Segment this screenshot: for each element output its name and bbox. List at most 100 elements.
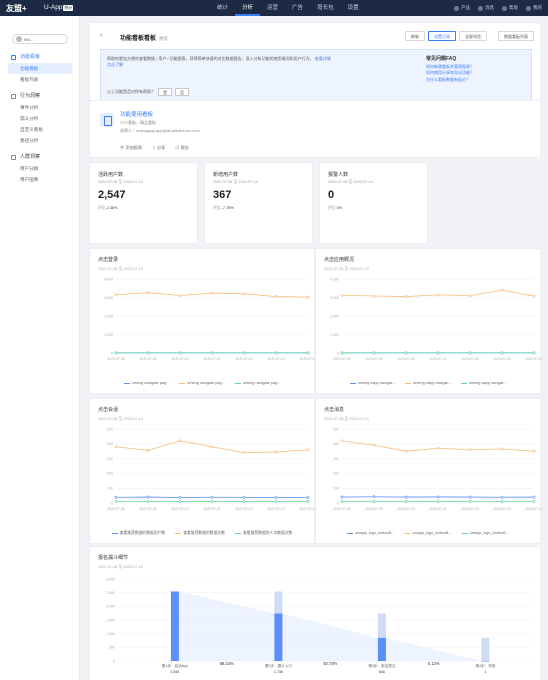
data-point[interactable] [340, 293, 344, 297]
data-point[interactable] [500, 495, 504, 499]
data-point[interactable] [146, 291, 150, 295]
data-point[interactable] [436, 500, 440, 503]
data-point[interactable] [306, 351, 310, 355]
nav-item[interactable]: 运营 [267, 5, 279, 11]
data-point[interactable] [274, 351, 278, 355]
product-name[interactable]: U-App 统计 [44, 4, 74, 11]
legend-item[interactable]: umeng navigate pag... [179, 381, 225, 385]
data-point[interactable] [372, 495, 376, 499]
nav-item[interactable]: 广告 [292, 5, 304, 11]
nav-item[interactable]: 统计 [217, 5, 229, 11]
data-point[interactable] [146, 351, 150, 355]
data-point[interactable] [404, 500, 408, 503]
data-point[interactable] [500, 351, 504, 355]
data-point[interactable] [436, 293, 440, 297]
data-point[interactable] [306, 295, 310, 299]
data-point[interactable] [436, 495, 440, 499]
data-point[interactable] [178, 351, 182, 355]
data-point[interactable] [340, 500, 344, 503]
data-point[interactable] [210, 500, 214, 503]
data-point[interactable] [532, 351, 536, 355]
top-right-item[interactable]: 产品 [454, 5, 470, 11]
sidebar-group-title[interactable]: 人群洞察 [0, 152, 80, 163]
data-point[interactable] [372, 443, 376, 447]
data-point[interactable] [436, 446, 440, 450]
sidebar-item[interactable]: 功能看板 [8, 63, 72, 74]
sidebar-item[interactable]: 漏斗分析 [20, 116, 39, 121]
logo[interactable]: 友盟+ [6, 4, 27, 13]
legend-item[interactable]: 查看推荐数据的数据次数 [175, 531, 225, 536]
top-right-item[interactable]: 消息 [478, 5, 494, 11]
data-point[interactable] [532, 449, 536, 453]
nav-item[interactable]: 分析 [235, 0, 261, 16]
data-point[interactable] [340, 495, 344, 499]
data-point[interactable] [114, 351, 118, 355]
data-point[interactable] [242, 451, 246, 455]
data-point[interactable] [468, 448, 472, 452]
data-point[interactable] [372, 294, 376, 298]
legend-item[interactable]: umeng uapp navigat... [460, 381, 506, 385]
data-point[interactable] [468, 495, 472, 499]
data-point[interactable] [404, 295, 408, 298]
funnel-bar[interactable] [481, 660, 490, 662]
data-point[interactable] [146, 495, 150, 499]
sidebar-item[interactable]: 自定义看板 [20, 127, 43, 132]
data-point[interactable] [404, 449, 408, 453]
data-point[interactable] [210, 495, 214, 499]
funnel-bar[interactable] [170, 591, 179, 661]
nav-item[interactable]: 增长包 [317, 5, 334, 11]
sidebar-group-title[interactable]: 行为洞察 [0, 91, 80, 102]
data-point[interactable] [178, 496, 182, 499]
sidebar-item[interactable]: 用户分群 [20, 166, 39, 171]
add-chart-button[interactable]: ▣ 添加图表 [120, 145, 143, 150]
sidebar-item[interactable]: 看板列表 [20, 77, 39, 82]
top-right-item[interactable]: 我的 [526, 5, 542, 11]
feedback-no-button[interactable]: 否 [175, 88, 189, 96]
feedback-yes-button[interactable]: 是 [158, 88, 172, 96]
data-point[interactable] [178, 500, 182, 503]
data-point[interactable] [306, 500, 310, 503]
funnel-bar[interactable] [377, 637, 386, 661]
info-link[interactable]: 查看详情 [314, 56, 331, 61]
data-point[interactable] [114, 445, 118, 449]
data-point[interactable] [404, 495, 408, 499]
top-right-item[interactable]: 帮助 [502, 5, 518, 11]
data-point[interactable] [114, 495, 118, 499]
data-point[interactable] [340, 351, 344, 355]
data-point[interactable] [274, 500, 278, 503]
faq-link[interactable]: 为什么看板数据有延迟？ [426, 76, 470, 82]
data-point[interactable] [306, 496, 310, 499]
sidebar-group-title[interactable]: 功能看板 [0, 52, 80, 63]
data-point[interactable] [210, 291, 214, 295]
data-point[interactable] [114, 500, 118, 503]
data-point[interactable] [242, 495, 246, 499]
data-point[interactable] [532, 294, 536, 298]
nav-item[interactable]: 设置 [347, 5, 359, 11]
legend-item[interactable]: 查看推荐数据的人均数据次数 [234, 531, 292, 536]
legend-item[interactable]: umeng navigate pag... [234, 381, 280, 385]
data-point[interactable] [242, 351, 246, 355]
legend-item[interactable]: umapp_logo_buttonB... [404, 531, 452, 535]
data-point[interactable] [500, 288, 504, 292]
board-name[interactable]: 功能使用看板 [120, 112, 154, 118]
report-button[interactable]: ▤ 报告 [175, 145, 189, 150]
data-point[interactable] [436, 351, 440, 355]
legend-item[interactable]: umeng uapp navigat... [405, 381, 451, 385]
sidebar-item[interactable]: 路径分析 [20, 138, 39, 143]
share-button[interactable]: ⇪ 分享 [152, 145, 166, 150]
legend-item[interactable]: umeng uapp navigat... [349, 381, 395, 385]
sidebar-item[interactable]: 事件分析 [20, 105, 39, 110]
board-list-button[interactable]: 数据看板列表 [498, 31, 534, 41]
refresh-button[interactable]: 刷新 [405, 31, 425, 41]
data-point[interactable] [500, 500, 504, 503]
data-point[interactable] [306, 448, 310, 452]
sidebar-item[interactable]: 用户画像 [20, 177, 39, 182]
legend-item[interactable]: 查看推荐数据的数据用户数 [111, 531, 165, 536]
legend-item[interactable]: umapp_logo_buttonB... [347, 531, 394, 535]
funnel-bar[interactable] [274, 613, 283, 661]
data-point[interactable] [468, 294, 472, 298]
data-point[interactable] [532, 500, 536, 503]
data-point[interactable] [146, 449, 150, 452]
chart-title[interactable]: 点击应用概况 [324, 257, 355, 263]
data-point[interactable] [274, 295, 278, 298]
